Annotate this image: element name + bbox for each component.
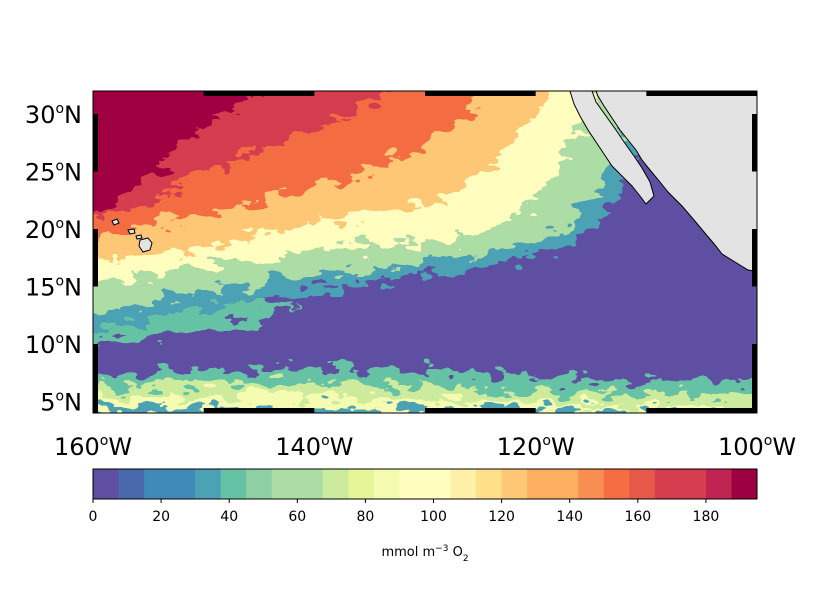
colorbar-frame (92, 468, 758, 500)
colorbar-swatch (425, 469, 452, 499)
longitude-label: 160oW (54, 433, 132, 461)
frame-segment-top (203, 91, 315, 96)
oxygen-bands (93, 91, 757, 413)
colorbar-swatch (220, 469, 247, 499)
colorbar-swatch (603, 469, 630, 499)
colorbar-swatch (169, 469, 196, 499)
frame-segment-right (752, 229, 757, 287)
colorbar-tick-label: 140 (556, 509, 583, 525)
colorbar-swatch (476, 469, 503, 499)
longitude-label: 100oW (718, 433, 796, 461)
colorbar-swatch (654, 469, 681, 499)
frame-segment-left (93, 114, 98, 172)
colorbar-swatch (297, 469, 324, 499)
band-185 (93, 91, 265, 207)
latitude-label: 10oN (25, 331, 82, 359)
latitude-label: 25oN (25, 159, 82, 187)
colorbar-swatch (348, 469, 375, 499)
colorbar-swatch (373, 469, 400, 499)
colorbar-swatch (578, 469, 605, 499)
band-35 (93, 300, 300, 342)
band-25 (93, 91, 654, 330)
frame-segment-left (93, 344, 98, 402)
colorbar-swatch (322, 469, 349, 499)
frame-segment-left (93, 229, 98, 287)
colorbar (92, 468, 758, 500)
frame-segment-top (425, 91, 536, 96)
frame-segment-bottom (425, 408, 536, 413)
longitude-label: 120oW (497, 433, 575, 461)
colorbar-tick-label: 80 (356, 509, 374, 525)
colorbar-tick-label: 0 (89, 509, 98, 525)
latitude-label: 15oN (25, 274, 82, 302)
colorbar-tick-label: 180 (693, 509, 720, 525)
band-55 (93, 91, 632, 313)
frame-segment-right (752, 401, 757, 413)
colorbar-swatch (705, 469, 732, 499)
colorbar-swatch (144, 469, 171, 499)
oxygen-field (93, 91, 757, 413)
colorbar-tick-label: 120 (488, 509, 515, 525)
frame-segment-right (752, 344, 757, 402)
colorbar-swatch (450, 469, 477, 499)
colorbar-swatch (680, 469, 707, 499)
colorbar-swatch (527, 469, 554, 499)
colorbar-tick-label: 60 (288, 509, 306, 525)
colorbar-swatch (552, 469, 579, 499)
frame-segment-right (752, 114, 757, 172)
frame-segment-bottom (646, 408, 757, 413)
colorbar-tick-label: 160 (624, 509, 651, 525)
frame-segment-left (93, 401, 98, 413)
colorbar-swatch (271, 469, 298, 499)
colorbar-tick-label: 40 (220, 509, 238, 525)
frame-checker-border (93, 91, 757, 413)
frame-segment-bottom (203, 408, 315, 413)
colorbar-swatch (731, 469, 758, 499)
colorbar-ticks: 0 20 40 60 80 100 120 140 160 180 (89, 499, 720, 525)
latitude-label: 30oN (25, 101, 82, 129)
latitude-label: 5oN (40, 389, 82, 417)
colorbar-swatch (246, 469, 273, 499)
colorbar-swatch (501, 469, 528, 499)
colorbar-swatch (629, 469, 656, 499)
longitude-label: 140oW (275, 433, 353, 461)
colorbar-tick-label: 100 (420, 509, 447, 525)
colorbar-swatch (93, 469, 120, 499)
land-mexico (595, 91, 757, 273)
hawaiian-islands (111, 218, 153, 253)
colorbar-tick-label: 20 (152, 509, 170, 525)
latitude-label: 20oN (25, 216, 82, 244)
land-baja-california (569, 91, 655, 205)
colorbar-swatch (195, 469, 222, 499)
longitude-labels: 160oW 140oW 120oW 100oW (54, 433, 796, 461)
colorbar-swatch (118, 469, 145, 499)
latitude-labels: 30oN 25oN 20oN 15oN 10oN 5oN (25, 101, 82, 417)
colorbar-swatch (399, 469, 426, 499)
frame-segment-top (646, 91, 757, 96)
colorbar-unit-label: mmol m−3 O2 (381, 544, 468, 564)
